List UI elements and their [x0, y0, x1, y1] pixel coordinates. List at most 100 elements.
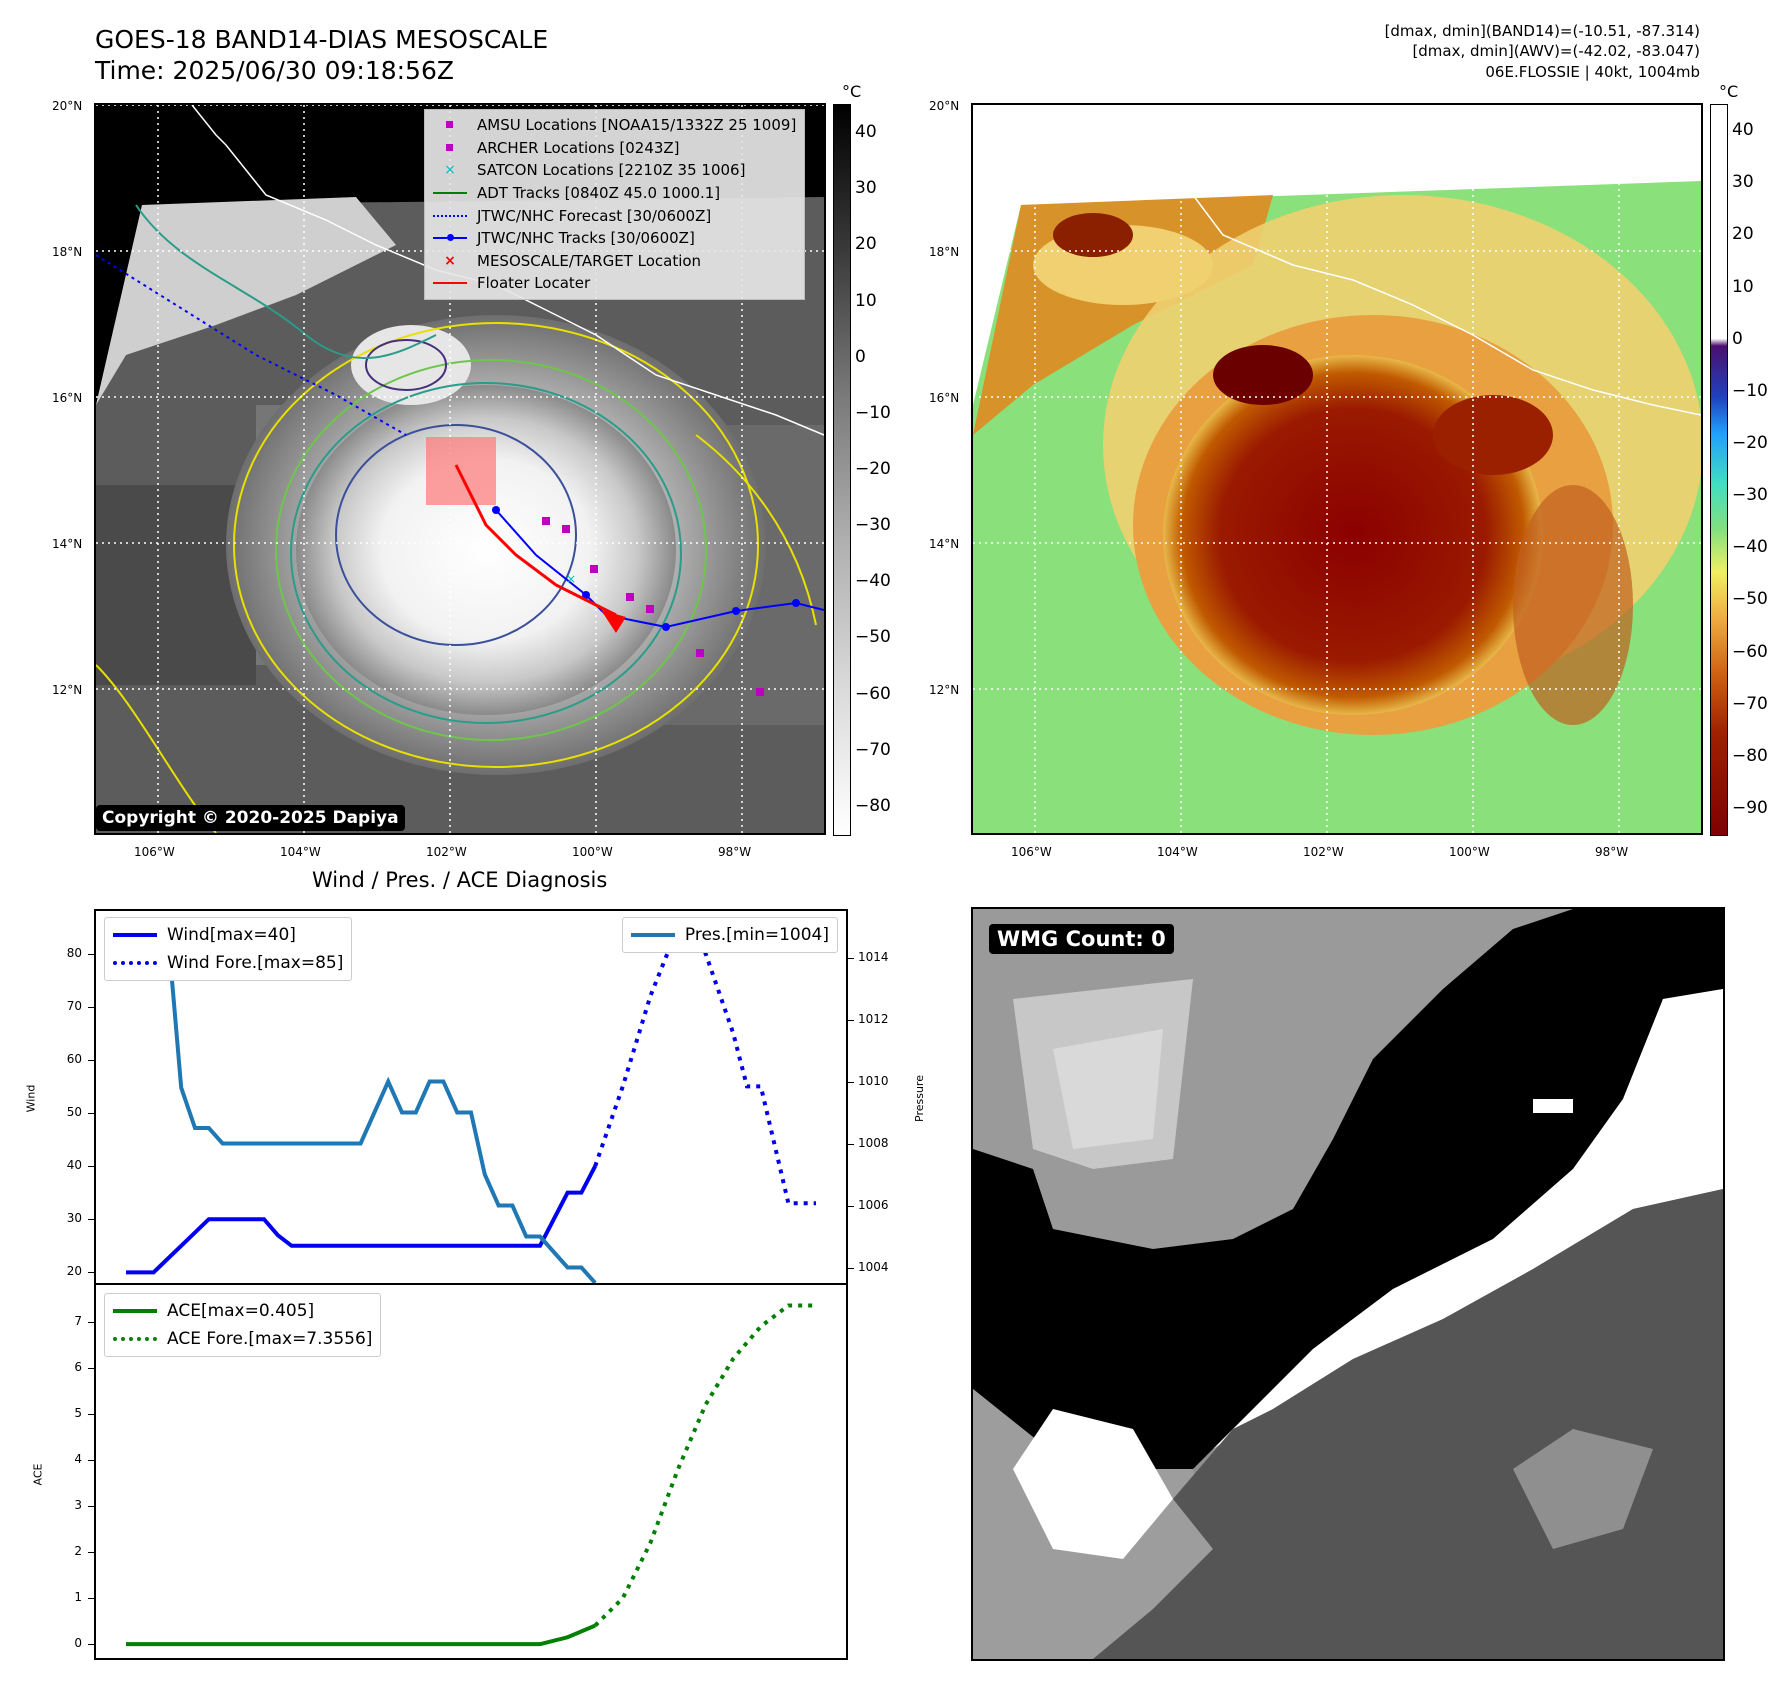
ace-ylabel: ACE [31, 1463, 45, 1486]
legend-item-floater: Floater Locater [433, 272, 796, 295]
ace-ytick-mark [88, 1506, 94, 1508]
ir-colorbar-tick: −20 [855, 459, 891, 479]
pressure-ytick-mark [848, 1019, 854, 1021]
wind-ytick-mark [88, 1112, 94, 1114]
wind-ytick: 80 [66, 945, 82, 960]
ace-ytick: 5 [74, 1405, 82, 1420]
ir-lon-label-102: 102°W [426, 845, 467, 859]
info-line1: [dmax, dmin](BAND14)=(-10.51, -87.314) [1384, 22, 1700, 40]
wind-ytick-mark [88, 1219, 94, 1221]
wind-ytick-mark [88, 1006, 94, 1008]
awv-image [973, 105, 1701, 833]
pressure-ytick-mark [848, 1143, 854, 1145]
wind-ytick: 70 [66, 998, 82, 1013]
ir-colorbar-tick: 10 [855, 290, 877, 311]
ace-ytick-mark [88, 1459, 94, 1461]
awv-colorbar-tick: −60 [1732, 641, 1768, 662]
awv-lon-label-106: 106°W [1011, 845, 1052, 859]
ir-satellite-image: × [96, 105, 824, 833]
wmg-panel: WMG Count: 0 [971, 907, 1725, 1661]
ace-ytick: 0 [74, 1636, 82, 1651]
pressure-ytick-mark [848, 1205, 854, 1207]
diagnosis-title: Wind / Pres. / ACE Diagnosis [312, 868, 608, 892]
wind-pressure-plot [126, 923, 816, 1283]
ace-legend: ACE[max=0.405] ACE Fore.[max=7.3556] [104, 1293, 382, 1357]
ace-ytick: 2 [74, 1544, 82, 1559]
pressure-ytick-mark [848, 957, 854, 959]
wind-pressure-chart: Wind[max=40] Wind Fore.[max=85] Pres.[mi… [94, 909, 848, 1285]
awv-colorbar-unit: °C [1719, 82, 1739, 101]
ir-lat-label-16: 16°N [52, 391, 83, 405]
legend-pressure: Pres.[min=1004] [630, 921, 829, 949]
ir-colorbar-tick: −80 [855, 795, 891, 816]
awv-colorbar-tick: 0 [1732, 328, 1743, 349]
pressure-ytick: 1012 [858, 1011, 889, 1026]
pressure-ytick: 1014 [858, 949, 889, 964]
ir-colorbar-tick: 20 [855, 234, 877, 255]
awv-panel [971, 103, 1703, 835]
info-line2: [dmax, dmin](AWV)=(-42.02, -83.047) [1412, 42, 1700, 60]
wmg-count-badge: WMG Count: 0 [989, 924, 1174, 954]
awv-colorbar-tick: 40 [1732, 120, 1754, 141]
ir-colorbar-tick: −50 [855, 627, 891, 648]
ir-lon-label-104: 104°W [280, 845, 321, 859]
awv-lat-label-18: 18°N [929, 245, 960, 259]
ace-plot [126, 1303, 816, 1647]
ace-ytick: 7 [74, 1313, 82, 1328]
awv-colorbar-tick: 10 [1732, 276, 1754, 297]
ir-lon-label-100: 100°W [572, 845, 613, 859]
ir-colorbar-tick: −70 [855, 739, 891, 760]
awv-colorbar-tick: −80 [1732, 745, 1768, 766]
ir-colorbar-unit: °C [842, 82, 862, 101]
awv-colorbar-tick: 30 [1732, 172, 1754, 193]
ir-lon-label-106: 106°W [134, 845, 175, 859]
pressure-legend: Pres.[min=1004] [621, 917, 838, 953]
ir-lat-label-18: 18°N [52, 245, 83, 259]
wind-ytick: 20 [66, 1264, 82, 1279]
awv-colorbar [1710, 104, 1728, 836]
pressure-ytick: 1004 [858, 1259, 889, 1274]
ir-colorbar-tick: −10 [855, 402, 891, 423]
legend-wind-forecast: Wind Fore.[max=85] [113, 949, 343, 977]
legend-item-adt: ADT Tracks [0840Z 45.0 1000.1] [433, 182, 796, 205]
series-line-2 [126, 924, 597, 1283]
pressure-ytick: 1008 [858, 1135, 889, 1150]
ir-lon-label-98: 98°W [718, 845, 752, 859]
ir-colorbar [833, 104, 851, 836]
ir-lat-label-12: 12°N [52, 683, 83, 697]
pressure-ylabel: Pressure [912, 1075, 926, 1122]
legend-item-satcon: × SATCON Locations [2210Z 35 1006] [444, 161, 746, 180]
awv-colorbar-tick: −20 [1732, 432, 1768, 453]
wind-legend: Wind[max=40] Wind Fore.[max=85] [104, 917, 353, 981]
ace-ytick: 3 [74, 1498, 82, 1513]
series-line-1 [593, 923, 816, 1206]
pressure-ytick: 1006 [858, 1197, 889, 1212]
ir-lat-label-14: 14°N [52, 537, 83, 551]
ir-legend: AMSU Locations [NOAA15/1332Z 25 1009] AR… [424, 109, 806, 300]
wind-ytick: 30 [66, 1211, 82, 1226]
awv-colorbar-tick: −70 [1732, 693, 1768, 714]
wind-ytick-mark [88, 1059, 94, 1061]
awv-lat-label-12: 12°N [929, 683, 960, 697]
legend-item-forecast: JTWC/NHC Forecast [30/0600Z] [433, 204, 796, 227]
awv-lat-label-14: 14°N [929, 537, 960, 551]
awv-colorbar-tick: −90 [1732, 797, 1768, 818]
chart-title-line2: Time: 2025/06/30 09:18:56Z [95, 56, 454, 85]
pressure-ytick-mark [848, 1267, 854, 1269]
wind-ytick-mark [88, 1166, 94, 1168]
awv-lon-label-104: 104°W [1157, 845, 1198, 859]
legend-item-mesoscale: × MESOSCALE/TARGET Location [444, 251, 702, 270]
awv-colorbar-tick: −30 [1732, 485, 1768, 506]
pressure-ytick: 1010 [858, 1073, 889, 1088]
ace-ytick-mark [88, 1552, 94, 1554]
pressure-ytick-mark [848, 1081, 854, 1083]
legend-ace: ACE[max=0.405] [113, 1297, 372, 1325]
ir-lat-label-20: 20°N [52, 99, 83, 113]
ir-colorbar-tick: 30 [855, 178, 877, 199]
ace-series-line-0 [126, 1623, 596, 1647]
ir-colorbar-tick: −30 [855, 515, 891, 536]
legend-item-archer: ARCHER Locations [0243Z] [433, 137, 796, 160]
ace-series-line-1 [593, 1303, 816, 1627]
legend-wind: Wind[max=40] [113, 921, 343, 949]
awv-colorbar-tick: −50 [1732, 589, 1768, 610]
